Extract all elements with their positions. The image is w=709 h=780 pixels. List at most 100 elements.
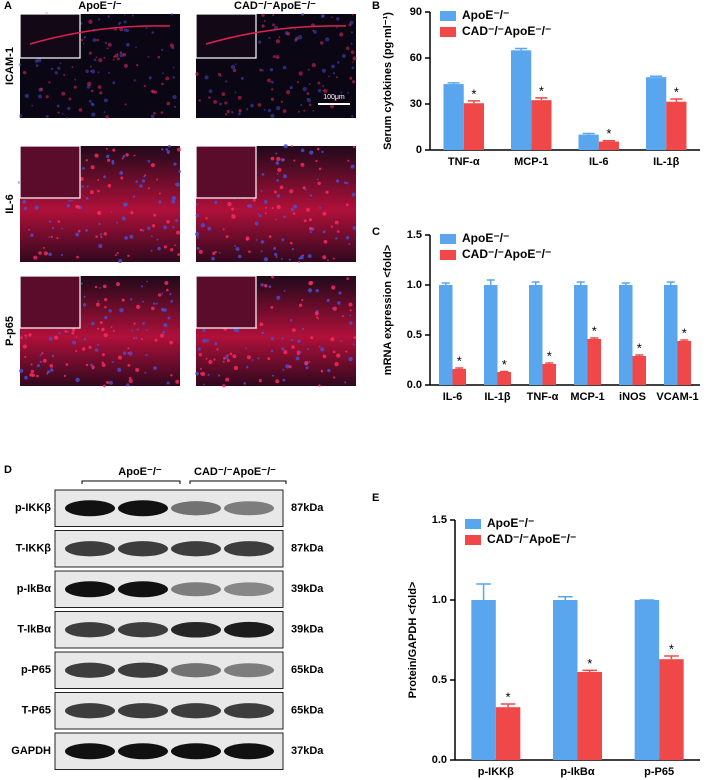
cell: [112, 148, 116, 152]
cell: [332, 306, 337, 311]
cell: [232, 354, 237, 359]
cell: [104, 315, 108, 320]
cell: [169, 340, 173, 345]
cell: [42, 246, 45, 249]
cell: [167, 316, 171, 320]
cell: [88, 51, 92, 55]
cell: [260, 189, 263, 192]
cell: [170, 248, 174, 252]
size-label: 37kDa: [291, 745, 324, 757]
cell: [120, 176, 124, 180]
cell: [272, 55, 276, 59]
cell: [169, 43, 174, 48]
cell: [234, 91, 237, 94]
cell: [144, 371, 147, 374]
cell: [348, 302, 353, 307]
size-label: 87kDa: [291, 543, 324, 555]
cell: [124, 235, 128, 240]
band: [65, 622, 115, 638]
cell: [97, 71, 100, 74]
row-label: P-p65: [4, 316, 16, 346]
cell: [147, 55, 150, 58]
y-axis-label: Protein/GAPDH <fold>: [407, 582, 419, 699]
cell: [123, 20, 127, 24]
cell: [332, 257, 335, 260]
band: [65, 662, 115, 678]
cell: [282, 158, 285, 161]
cell: [205, 357, 208, 360]
cell: [214, 200, 218, 205]
cell: [268, 285, 272, 288]
cell: [280, 100, 284, 103]
cell: [325, 190, 329, 194]
cell: [207, 226, 212, 231]
cell: [246, 108, 249, 111]
cell: [61, 91, 66, 96]
row-label: T-P65: [22, 705, 51, 717]
band: [171, 621, 221, 638]
band: [224, 582, 274, 597]
cell: [169, 293, 172, 296]
cell: [145, 328, 148, 331]
cell: [339, 32, 344, 37]
cell: [347, 159, 350, 162]
cell: [332, 72, 336, 75]
cell: [235, 247, 240, 251]
cell: [254, 221, 259, 226]
cell: [30, 363, 33, 366]
cell: [94, 153, 99, 158]
cell: [20, 336, 23, 339]
bar: [666, 101, 687, 150]
cell: [216, 348, 219, 351]
cell: [275, 161, 280, 165]
cell: [196, 246, 200, 250]
cell: [270, 305, 274, 309]
cell: [350, 164, 355, 169]
cell: [90, 102, 94, 106]
cell: [213, 99, 218, 104]
cell: [334, 220, 339, 225]
cell: [331, 64, 335, 69]
cell: [143, 84, 146, 88]
cell: [351, 66, 355, 70]
cell: [88, 19, 93, 25]
cell: [286, 32, 291, 36]
cell: [107, 183, 112, 188]
cell: [300, 12, 304, 16]
cell: [335, 76, 338, 79]
cell: [108, 309, 112, 313]
cell: [316, 147, 320, 151]
cell: [226, 354, 229, 357]
bar: [578, 134, 599, 150]
cell: [322, 230, 326, 234]
cell: [271, 207, 274, 210]
cell: [151, 89, 156, 94]
y-tick-label: 1.5: [432, 514, 447, 526]
cell: [88, 99, 92, 103]
cell: [116, 57, 120, 61]
cell: [111, 360, 114, 364]
cell: [108, 380, 113, 385]
band: [171, 582, 221, 597]
cell: [340, 96, 342, 99]
cell: [229, 352, 233, 356]
legend-label: ApoE⁻/⁻: [487, 516, 534, 530]
cell: [103, 111, 106, 114]
cell: [303, 109, 306, 112]
cell: [245, 347, 247, 350]
bar: [659, 659, 684, 760]
cell: [123, 13, 126, 16]
cell: [291, 339, 294, 342]
cell: [104, 41, 108, 45]
significance: *: [592, 323, 597, 338]
cell: [163, 323, 168, 328]
cell: [195, 213, 199, 218]
cell: [85, 159, 88, 162]
cell: [350, 31, 353, 34]
cell: [275, 379, 280, 384]
cell: [255, 239, 258, 241]
cell: [301, 327, 305, 331]
cell: [99, 320, 103, 324]
inset: [19, 145, 81, 199]
cell: [102, 284, 107, 289]
